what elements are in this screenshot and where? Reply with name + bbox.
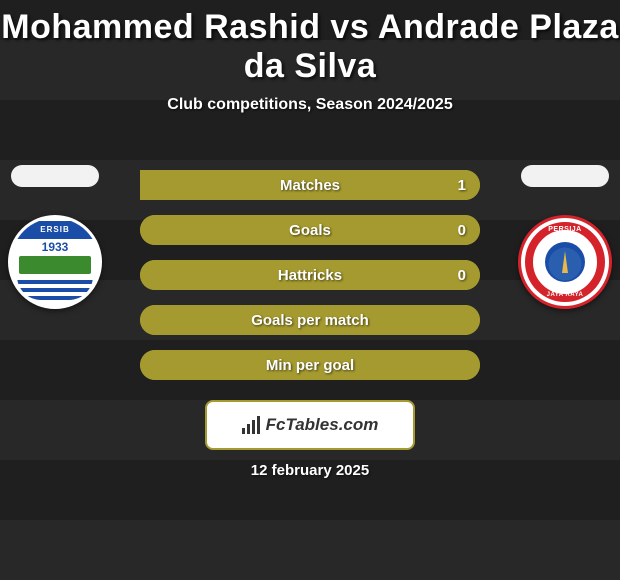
right-logo-top-text: PERSIJA [521,226,609,233]
left-logo-banner: ERSIB [14,221,96,239]
stat-bar: Min per goal [140,350,480,380]
stat-value-right: 0 [458,267,466,284]
brand-badge: FcTables.com [205,400,415,450]
stat-bar: Goals per match [140,305,480,335]
left-logo-waves [17,276,93,300]
right-team-pill [521,165,609,187]
generation-date: 12 february 2025 [0,462,620,479]
right-logo-bottom-text: JAYA RAYA [521,292,609,298]
right-team-logo: PERSIJA JAYA RAYA [518,215,612,309]
stat-value-right: 1 [458,177,466,194]
right-logo-monument [545,242,585,282]
stat-value-right: 0 [458,222,466,239]
bar-chart-icon [242,416,260,434]
left-team-pill [11,165,99,187]
left-team-column: ERSIB 1933 [8,165,102,309]
stats-bars: Matches1Goals0Hattricks0Goals per matchM… [140,170,480,380]
stat-label: Goals [140,222,480,239]
left-logo-year: 1933 [11,240,99,254]
stat-label: Min per goal [140,357,480,374]
left-logo-field [19,256,91,274]
comparison-title: Mohammed Rashid vs Andrade Plaza da Silv… [0,0,620,86]
stat-bar: Matches1 [140,170,480,200]
stat-label: Goals per match [140,312,480,329]
right-team-column: PERSIJA JAYA RAYA [518,165,612,309]
left-team-logo: ERSIB 1933 [8,215,102,309]
stat-label: Matches [140,177,480,194]
right-logo-ring [525,222,605,302]
season-subtitle: Club competitions, Season 2024/2025 [0,96,620,114]
brand-text: FcTables.com [266,415,379,435]
stat-bar: Hattricks0 [140,260,480,290]
stat-bar: Goals0 [140,215,480,245]
stat-label: Hattricks [140,267,480,284]
